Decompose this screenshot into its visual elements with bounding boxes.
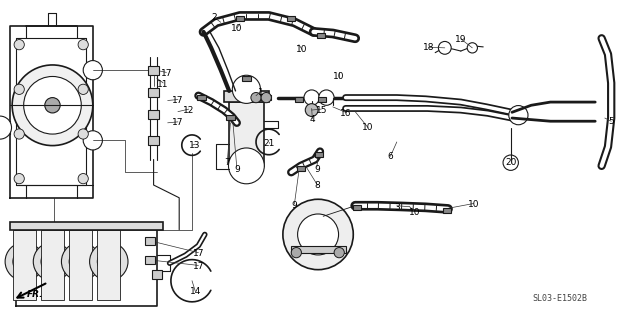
Circle shape (261, 93, 271, 103)
Bar (227, 115, 234, 120)
Circle shape (334, 248, 344, 258)
Text: 17: 17 (193, 262, 204, 271)
Circle shape (14, 84, 24, 94)
Circle shape (13, 250, 36, 273)
Circle shape (41, 250, 64, 273)
Bar (97, 230, 120, 300)
Bar (69, 230, 92, 300)
Circle shape (14, 129, 24, 139)
Circle shape (509, 106, 528, 125)
Circle shape (503, 155, 518, 170)
Bar (13, 230, 36, 300)
Circle shape (438, 41, 451, 54)
Text: FR.: FR. (27, 290, 44, 299)
Circle shape (283, 199, 353, 270)
Bar (41, 230, 64, 300)
Bar (197, 95, 206, 100)
Bar (253, 95, 271, 100)
Bar (243, 76, 251, 81)
Circle shape (304, 90, 319, 105)
Bar (317, 97, 326, 102)
Text: 9: 9 (314, 165, 319, 174)
Text: 21: 21 (263, 139, 275, 148)
Text: 11: 11 (157, 80, 169, 89)
Circle shape (319, 90, 334, 105)
Circle shape (0, 116, 12, 139)
Text: 9: 9 (292, 201, 297, 210)
Bar (224, 91, 269, 102)
Circle shape (45, 98, 60, 113)
Circle shape (228, 148, 264, 184)
Bar (152, 270, 162, 278)
Circle shape (24, 77, 81, 134)
Text: 16: 16 (340, 109, 351, 118)
Circle shape (90, 242, 128, 281)
Text: 17: 17 (172, 96, 184, 105)
Bar (148, 66, 159, 75)
Circle shape (251, 93, 261, 103)
Bar (353, 205, 361, 210)
Text: 8: 8 (315, 181, 320, 189)
Bar (148, 136, 159, 145)
Circle shape (78, 129, 88, 139)
Bar (10, 222, 163, 230)
Bar (294, 97, 303, 102)
Circle shape (5, 242, 44, 281)
Bar (287, 16, 295, 21)
Text: 14: 14 (189, 287, 201, 296)
Circle shape (83, 61, 102, 80)
Bar (315, 152, 323, 157)
Circle shape (61, 242, 100, 281)
Text: 7: 7 (225, 158, 230, 167)
Circle shape (97, 250, 120, 273)
Text: 1: 1 (259, 88, 264, 97)
Text: 17: 17 (161, 69, 172, 78)
Bar (317, 33, 325, 38)
Text: SL03-E1502B: SL03-E1502B (532, 294, 588, 303)
Bar (229, 102, 264, 166)
Bar (148, 110, 159, 119)
Text: 13: 13 (189, 141, 201, 150)
Circle shape (291, 248, 301, 258)
Bar (148, 88, 159, 97)
Text: 10: 10 (409, 208, 420, 217)
Text: 17: 17 (193, 249, 204, 258)
Bar (291, 246, 346, 253)
Circle shape (298, 214, 339, 255)
Text: 20: 20 (505, 158, 516, 167)
Text: 4: 4 (310, 115, 315, 124)
Circle shape (78, 40, 88, 50)
Text: 18: 18 (423, 43, 435, 52)
Text: 10: 10 (468, 200, 479, 209)
Text: 17: 17 (172, 118, 184, 127)
Text: 6: 6 (388, 152, 393, 161)
Text: 10: 10 (362, 123, 374, 132)
Circle shape (305, 104, 318, 116)
Text: 2: 2 (212, 13, 217, 22)
Circle shape (14, 174, 24, 184)
Text: 3: 3 (394, 203, 399, 212)
Circle shape (232, 75, 260, 103)
Text: 19: 19 (455, 35, 467, 44)
Circle shape (69, 250, 92, 273)
Text: 10: 10 (296, 45, 308, 54)
Text: 9: 9 (234, 165, 239, 174)
Text: 10: 10 (231, 24, 243, 33)
Text: 5: 5 (609, 117, 614, 126)
Circle shape (78, 84, 88, 94)
Bar (296, 166, 305, 171)
Circle shape (467, 43, 477, 53)
Circle shape (33, 242, 72, 281)
Circle shape (14, 40, 24, 50)
Text: 15: 15 (316, 106, 327, 115)
Text: 12: 12 (183, 106, 195, 115)
Circle shape (78, 174, 88, 184)
Bar (443, 208, 451, 213)
Circle shape (83, 131, 102, 150)
Circle shape (12, 65, 93, 145)
Bar (236, 16, 244, 21)
Bar (145, 237, 156, 245)
Text: 10: 10 (333, 72, 345, 81)
Bar (145, 256, 156, 264)
